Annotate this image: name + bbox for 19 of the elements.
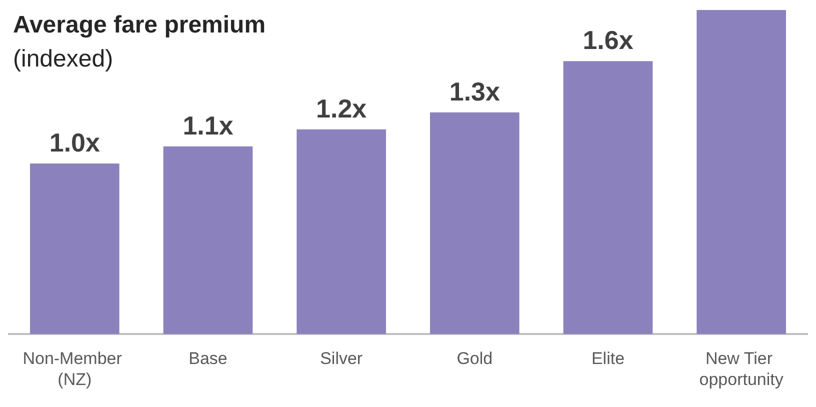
x-tick-label: Silver <box>320 349 363 368</box>
bar <box>30 163 120 334</box>
bar <box>430 112 520 334</box>
data-label: 1.2x <box>316 93 368 124</box>
bar <box>163 146 253 334</box>
data-label: 1.3x <box>449 76 501 106</box>
bar <box>696 10 786 334</box>
x-tick-label: New Tier opportunity <box>699 349 784 389</box>
data-label: 1.1x <box>182 110 234 140</box>
data-label: 1.6x <box>582 25 634 56</box>
text: (indexed) <box>13 46 114 72</box>
bar <box>296 129 386 334</box>
bar <box>563 61 653 334</box>
data-label: 1.0x <box>49 127 101 158</box>
chart-title: Average fare premium <box>13 12 266 38</box>
x-tick-label: Elite <box>591 349 625 368</box>
x-tick-label: Gold <box>456 349 493 368</box>
x-tick-label: Base <box>188 349 228 368</box>
x-tick-label: Non-Member (NZ) <box>22 349 127 389</box>
